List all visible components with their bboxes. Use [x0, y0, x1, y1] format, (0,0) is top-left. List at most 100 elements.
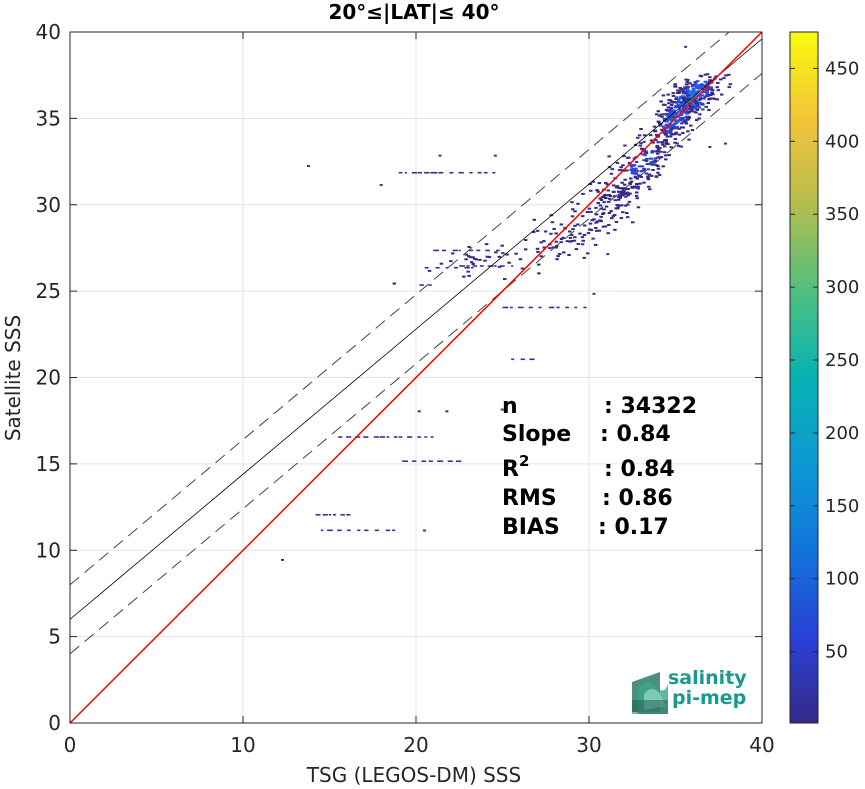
density-cell [635, 197, 640, 200]
density-cell [523, 238, 528, 241]
density-cell [636, 185, 640, 188]
density-cell [676, 103, 681, 106]
density-cell [627, 161, 632, 164]
density-cell [697, 87, 701, 90]
scatter-cell [528, 306, 533, 309]
density-cell [518, 258, 523, 261]
scatter-cell [441, 249, 447, 252]
density-cell [659, 113, 664, 116]
density-cell [628, 192, 632, 195]
density-cell [427, 269, 432, 272]
density-cell [622, 190, 626, 193]
density-cell [520, 267, 525, 270]
scatter-cell [440, 171, 444, 174]
density-cell [679, 145, 683, 148]
density-cell [681, 105, 686, 108]
scatter-point [684, 45, 688, 48]
scatter-cell [529, 358, 535, 361]
density-cell [688, 93, 692, 96]
density-cell [694, 95, 698, 98]
density-cell [708, 76, 712, 79]
density-cell [616, 190, 621, 193]
density-cell [607, 155, 611, 158]
density-cell [669, 132, 673, 135]
density-cell [707, 80, 712, 83]
scatter-cell [386, 436, 390, 438]
density-cell [576, 202, 580, 205]
density-cell [636, 206, 641, 209]
colorbar-tick-label: 200 [825, 423, 859, 444]
density-cell [659, 150, 663, 153]
density-cell [576, 242, 581, 245]
density-cell [654, 133, 659, 136]
density-cell [663, 120, 667, 123]
density-cell [664, 158, 668, 161]
density-cell [683, 91, 688, 94]
density-cell [622, 183, 627, 186]
density-cell [652, 150, 657, 153]
density-cell [595, 189, 599, 192]
density-cell [607, 212, 612, 215]
density-cell [722, 77, 726, 80]
density-cell [686, 130, 690, 133]
density-cell [669, 146, 673, 149]
density-cell [574, 248, 579, 251]
density-cell [536, 250, 540, 253]
density-cell [652, 125, 657, 128]
scatter-cell [583, 306, 587, 309]
scatter-cell [510, 306, 513, 309]
regression-fit-line [70, 38, 762, 620]
density-cell [644, 172, 649, 175]
density-cell [612, 184, 616, 187]
density-cell [640, 153, 645, 156]
density-cell [655, 113, 659, 116]
density-cell [567, 253, 571, 256]
density-cell [685, 103, 689, 106]
density-cell [624, 193, 628, 196]
density-cell [698, 95, 702, 98]
density-cell [569, 233, 574, 236]
density-cell [618, 191, 622, 194]
density-cell [616, 195, 621, 198]
x-tick-label: 10 [230, 733, 255, 757]
scatter-point [445, 410, 449, 413]
density-cell [651, 141, 656, 144]
density-cell [653, 159, 658, 162]
density-cell [685, 101, 690, 104]
density-cell [676, 120, 680, 123]
y-axis-label: Satellite SSS [1, 315, 25, 441]
density-cell [661, 143, 665, 146]
density-cell [678, 86, 682, 89]
density-cell [464, 253, 469, 256]
density-cell [625, 216, 630, 219]
x-tick-label: 0 [64, 733, 77, 757]
density-cell [724, 74, 728, 77]
density-cell [714, 75, 718, 78]
density-cell [695, 85, 699, 88]
fit-lower-dashed-line [70, 73, 762, 655]
stat-value: : 0.86 [602, 486, 673, 511]
density-cell [673, 127, 678, 130]
density-cell [681, 118, 685, 121]
density-cell [665, 120, 669, 123]
density-cell [662, 113, 667, 116]
density-cell [466, 255, 471, 258]
density-cell [679, 114, 684, 117]
density-cell [639, 128, 643, 131]
density-cell [706, 102, 711, 105]
density-cell [619, 166, 623, 169]
scatter-cell [449, 171, 454, 174]
density-cell [692, 110, 696, 113]
density-cell [695, 99, 699, 102]
density-cell [582, 256, 586, 259]
density-cell [698, 74, 703, 77]
density-cell [554, 246, 559, 249]
density-cell [589, 189, 593, 192]
density-cell [693, 90, 698, 93]
density-cell [550, 221, 555, 224]
y-tick-label: 40 [36, 20, 61, 44]
density-cell [539, 241, 543, 244]
density-cell [596, 202, 601, 205]
colorbar [789, 31, 819, 724]
scatter-cell [355, 436, 361, 438]
